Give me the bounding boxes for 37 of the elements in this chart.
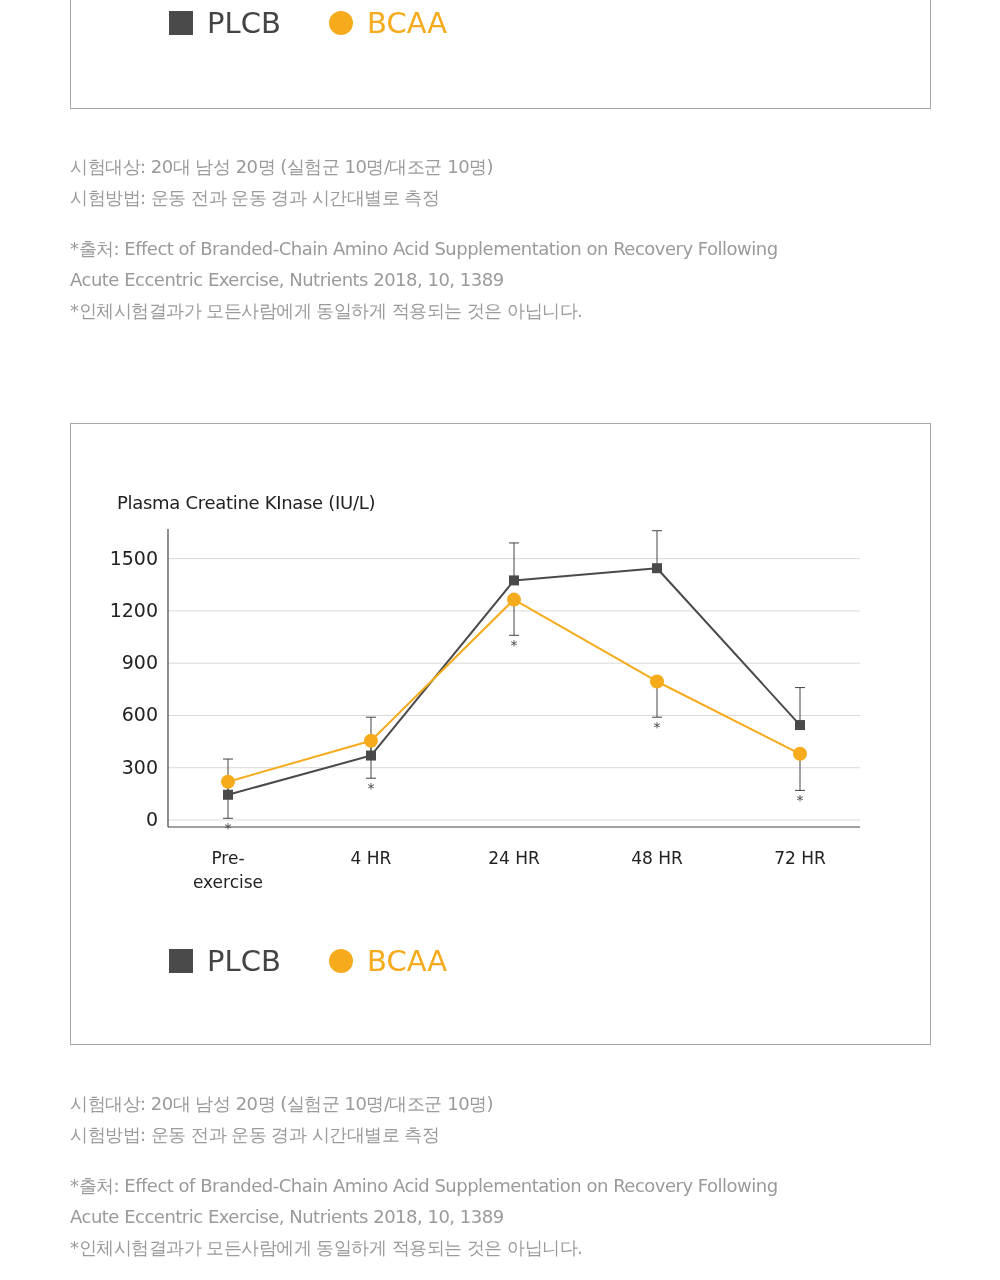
point — [221, 774, 235, 789]
point — [650, 674, 664, 689]
y-tick-label: 1200 — [108, 598, 158, 621]
annotation: * — [224, 820, 232, 837]
text: 시험대상: 20대 남성 20명 (실험군 10명/대조군 10명) — [70, 155, 495, 179]
x-tick-label: 4 HR — [349, 847, 393, 870]
point — [793, 746, 807, 761]
x-tick-label: 24 HR — [487, 847, 541, 870]
annotation: * — [510, 637, 518, 654]
text: *인체시험결과가 모든사람에게 동일하게 적용되는 것은 아닙니다. — [70, 1236, 584, 1260]
point — [652, 563, 662, 574]
point — [364, 733, 378, 748]
legend-label: PLCB — [207, 944, 281, 978]
legend-label: BCAA — [367, 944, 448, 978]
point — [795, 720, 805, 731]
text: *인체시험결과가 모든사람에게 동일하게 적용되는 것은 아닙니다. — [70, 299, 584, 323]
annotation: * — [796, 792, 804, 809]
y-axis-title: Plasma Creatine KInase (IU/L) — [117, 492, 376, 513]
annotation: * — [367, 780, 375, 797]
point — [509, 575, 519, 586]
x-tick-label: 48 HR — [630, 847, 684, 870]
y-tick-label: 1500 — [108, 546, 158, 569]
text: *출처: Effect of Branded-Chain Amino Acid Supplementation on Recovery Following Acute Eccentric Exercise, Nutrients 2018, 10, 1389 — [70, 1174, 779, 1229]
legend-label: PLCB — [207, 6, 281, 40]
y-tick-label: 600 — [120, 703, 158, 726]
text: *출처: Effect of Branded-Chain Amino Acid Supplementation on Recovery Following Acute Eccentric Exercise, Nutrients 2018, 10, 1389 — [70, 237, 779, 292]
text: 시험대상: 20대 남성 20명 (실험군 10명/대조군 10명) — [70, 1092, 495, 1116]
annotation: * — [653, 719, 661, 736]
point — [507, 592, 521, 607]
legend-label: BCAA — [367, 6, 448, 40]
x-tick-label: Pre-exercise — [191, 847, 265, 894]
text: 시험방법: 운동 전과 운동 경과 시간대별로 측정 — [70, 1123, 441, 1147]
y-tick-label: 900 — [120, 651, 158, 674]
y-tick-label: 300 — [120, 755, 158, 778]
text: 시험방법: 운동 전과 운동 경과 시간대별로 측정 — [70, 186, 441, 210]
y-tick-label: 0 — [144, 808, 158, 831]
x-tick-label: 72 HR — [773, 847, 827, 870]
